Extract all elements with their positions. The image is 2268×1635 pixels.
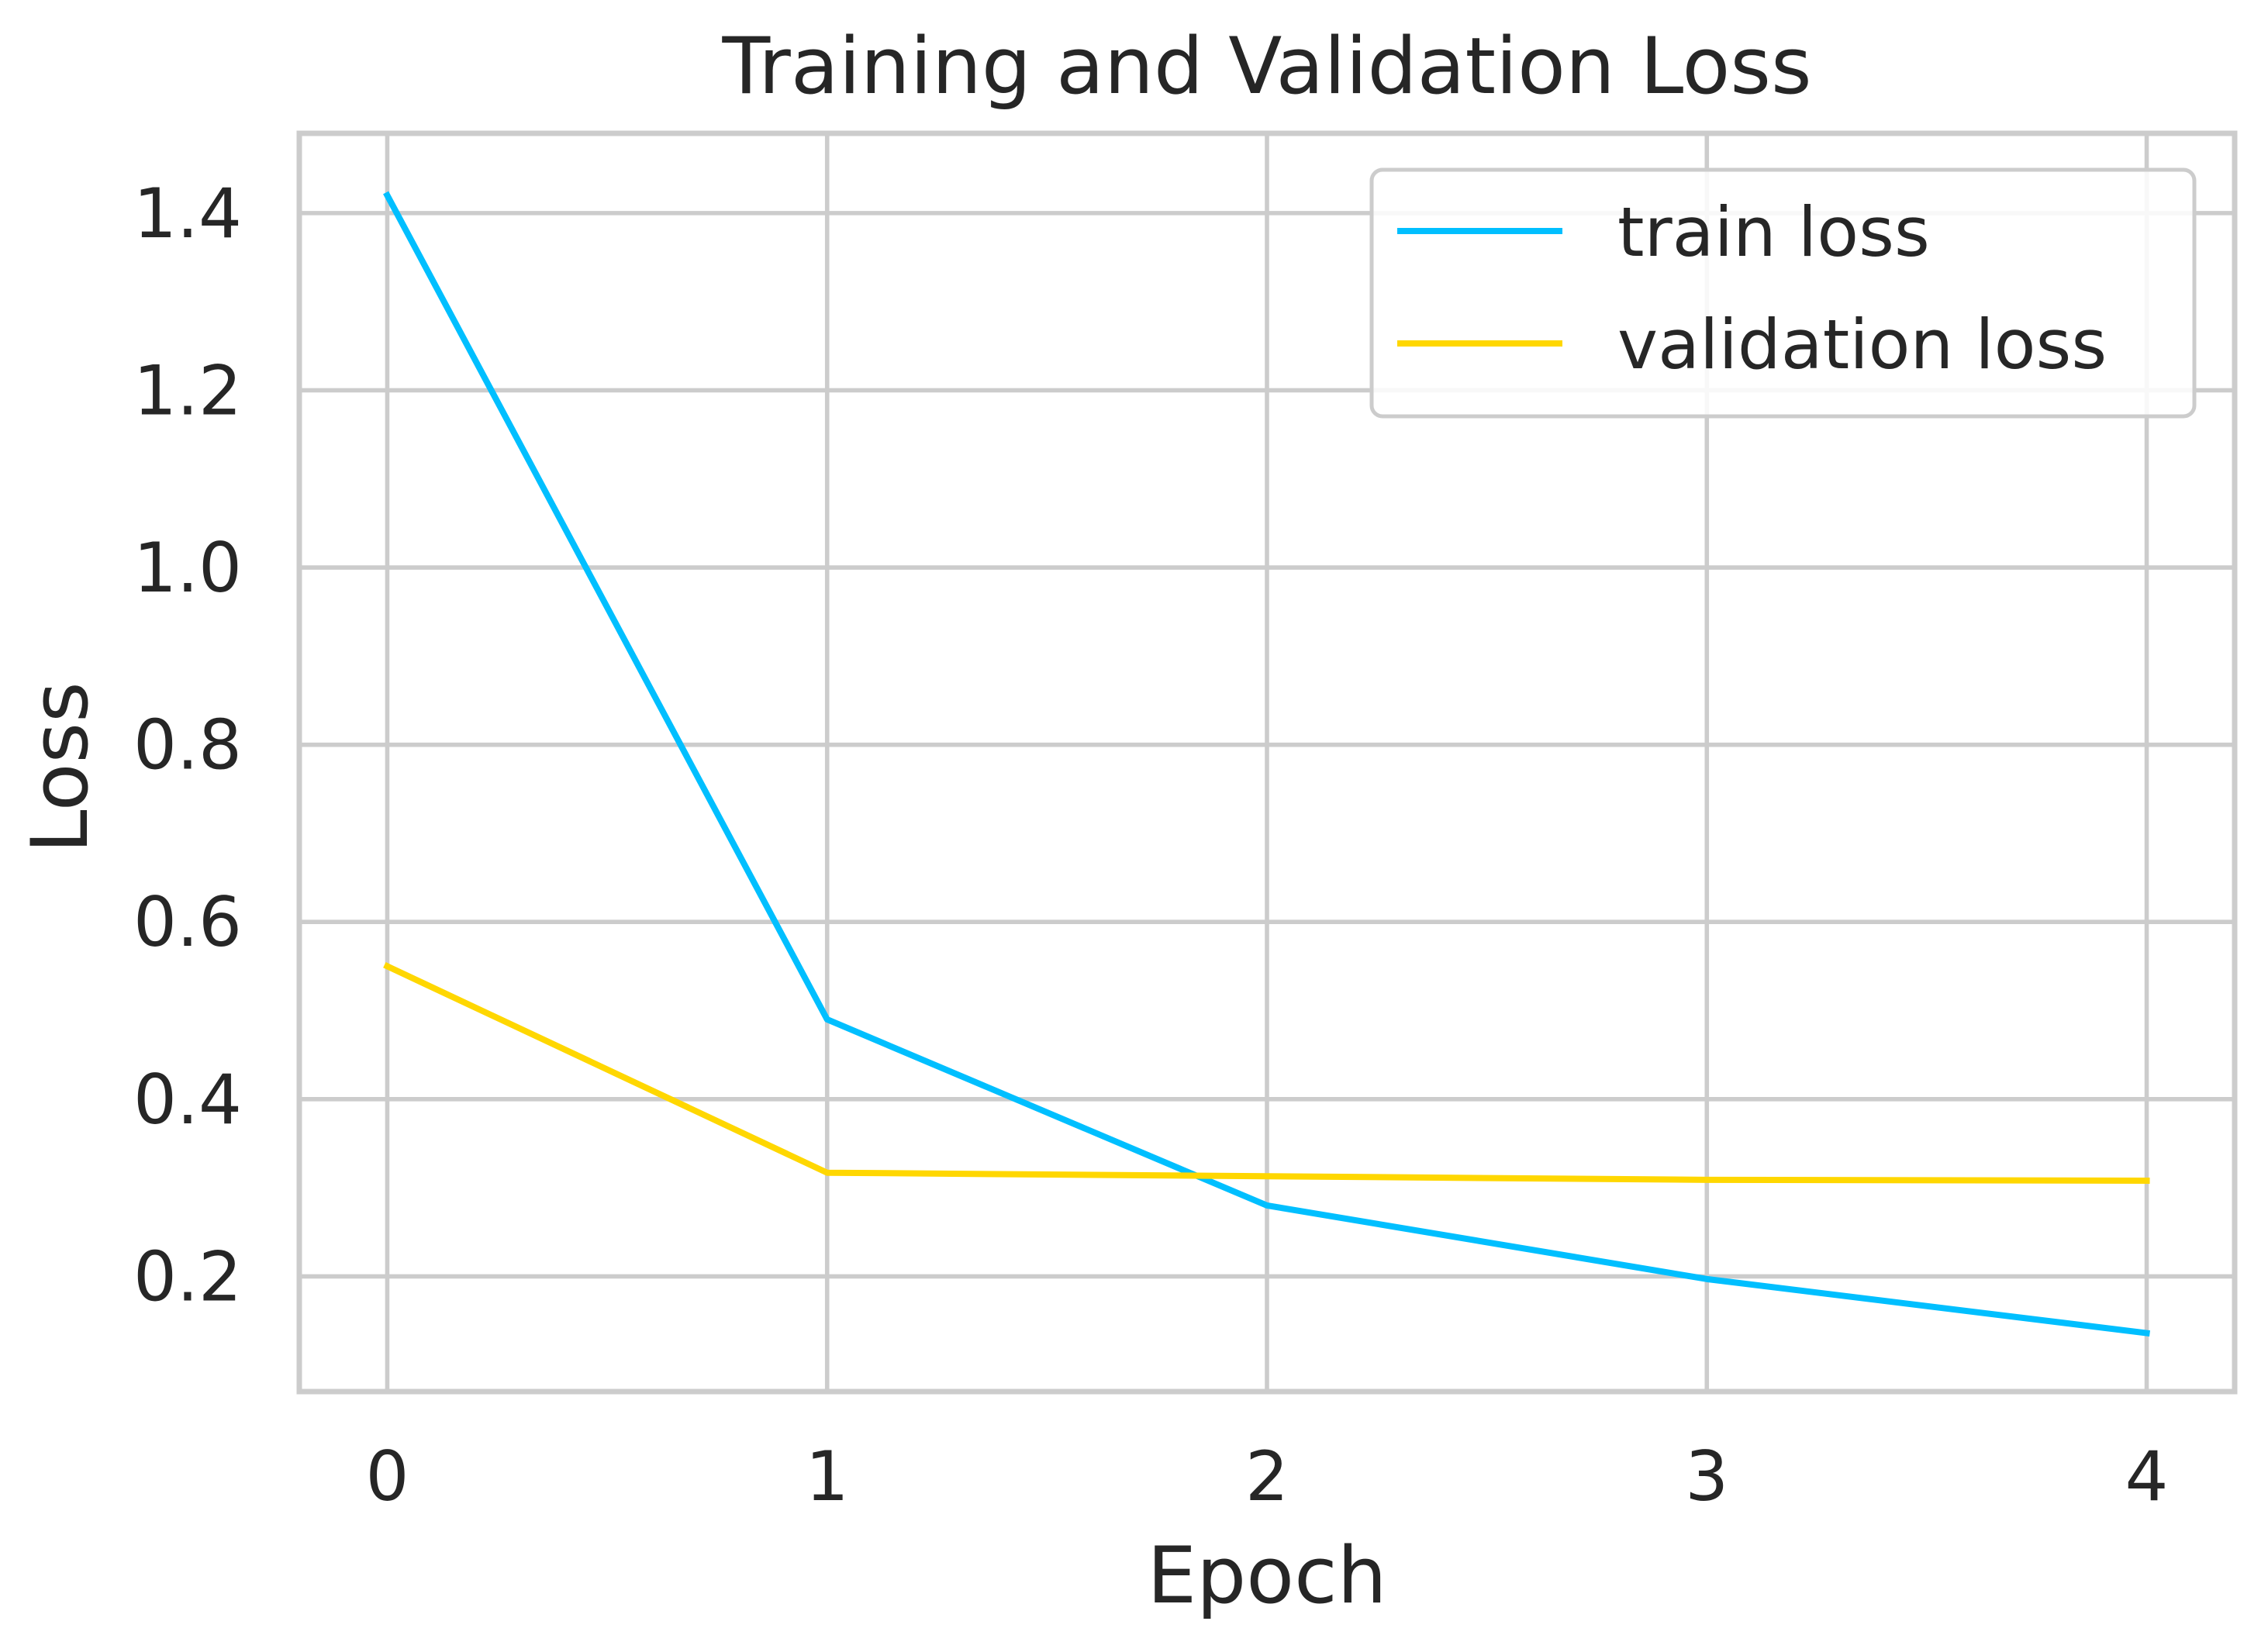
x-tick-label: 1: [806, 1437, 849, 1516]
series-lines: [383, 191, 2151, 1337]
x-tick-label: 2: [1245, 1437, 1289, 1516]
legend-label-train-loss: train loss: [1617, 192, 1930, 272]
y-tick-label: 1.2: [133, 350, 242, 430]
y-tick-label: 1.0: [133, 528, 242, 608]
y-tick-label: 0.8: [133, 705, 242, 785]
x-axis-label: Epoch: [1147, 1530, 1386, 1621]
y-tick-label: 0.2: [133, 1237, 242, 1316]
legend-box: [1369, 167, 2197, 419]
y-tick-label: 1.4: [133, 174, 242, 254]
y-axis-label: Loss: [14, 681, 105, 854]
x-tick-label: 0: [365, 1437, 409, 1516]
plot-area-frame: [296, 130, 2238, 1395]
x-tick-labels: 0 1 2 3 4: [365, 1437, 2168, 1516]
legend-label-validation-loss: validation loss: [1617, 305, 2107, 385]
x-tick-label: 4: [2125, 1437, 2169, 1516]
chart-title: Training and Validation Loss: [721, 20, 1811, 112]
series-line-train-loss: [383, 191, 2151, 1337]
y-tick-label: 0.4: [133, 1060, 242, 1140]
series-line-validation-loss: [383, 962, 2150, 1184]
y-tick-label: 0.6: [133, 882, 242, 962]
x-tick-label: 3: [1685, 1437, 1728, 1516]
legend: train loss validation loss: [1369, 167, 2197, 419]
y-tick-labels: 0.2 0.4 0.6 0.8 1.0 1.2 1.4: [133, 174, 242, 1317]
